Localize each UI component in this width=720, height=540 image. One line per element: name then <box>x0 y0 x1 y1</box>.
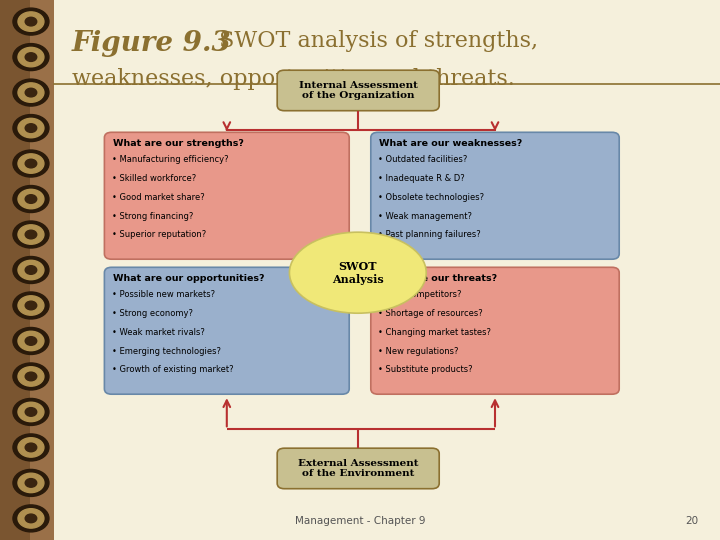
Text: Figure 9.3: Figure 9.3 <box>72 30 232 57</box>
Circle shape <box>25 408 37 416</box>
Circle shape <box>13 292 49 319</box>
Circle shape <box>13 256 49 284</box>
Circle shape <box>18 438 44 457</box>
Circle shape <box>18 12 44 31</box>
FancyBboxPatch shape <box>104 267 349 394</box>
Circle shape <box>13 434 49 461</box>
Text: Management - Chapter 9: Management - Chapter 9 <box>294 516 426 526</box>
Circle shape <box>18 473 44 492</box>
Text: • Substitute products?: • Substitute products? <box>378 366 472 375</box>
Circle shape <box>25 443 37 452</box>
Circle shape <box>25 88 37 97</box>
Text: • Weak management?: • Weak management? <box>378 212 472 221</box>
Circle shape <box>25 230 37 239</box>
Text: • Strong financing?: • Strong financing? <box>112 212 193 221</box>
Text: • Changing market tastes?: • Changing market tastes? <box>378 328 491 337</box>
Circle shape <box>18 48 44 67</box>
Bar <box>30 0 54 540</box>
Text: • New regulations?: • New regulations? <box>378 347 459 356</box>
Text: • Superior reputation?: • Superior reputation? <box>112 231 206 240</box>
Text: • Growth of existing market?: • Growth of existing market? <box>112 366 233 375</box>
Circle shape <box>13 221 49 248</box>
Circle shape <box>25 124 37 132</box>
FancyBboxPatch shape <box>371 132 619 259</box>
Circle shape <box>18 331 44 350</box>
Circle shape <box>18 190 44 209</box>
Circle shape <box>13 363 49 390</box>
Circle shape <box>18 154 44 173</box>
Text: • Good market share?: • Good market share? <box>112 193 204 202</box>
Ellipse shape <box>289 232 426 313</box>
Circle shape <box>25 195 37 204</box>
Circle shape <box>25 372 37 381</box>
Text: • Skilled workforce?: • Skilled workforce? <box>112 174 196 183</box>
FancyBboxPatch shape <box>104 132 349 259</box>
Circle shape <box>18 402 44 422</box>
Circle shape <box>18 260 44 280</box>
Text: • Shortage of resources?: • Shortage of resources? <box>378 309 482 318</box>
Circle shape <box>13 79 49 106</box>
Circle shape <box>18 296 44 315</box>
Bar <box>0 0 54 540</box>
Text: What are our threats?: What are our threats? <box>379 274 498 283</box>
Text: • Emerging technologies?: • Emerging technologies? <box>112 347 220 356</box>
Circle shape <box>25 53 37 62</box>
Circle shape <box>13 150 49 177</box>
Text: • Inadequate R & D?: • Inadequate R & D? <box>378 174 464 183</box>
Text: • Strong economy?: • Strong economy? <box>112 309 193 318</box>
Circle shape <box>13 327 49 354</box>
Text: What are our weaknesses?: What are our weaknesses? <box>379 139 523 148</box>
Circle shape <box>25 514 37 523</box>
Circle shape <box>18 83 44 102</box>
Text: • Manufacturing efficiency?: • Manufacturing efficiency? <box>112 155 228 164</box>
Circle shape <box>18 225 44 244</box>
Text: • Obsolete technologies?: • Obsolete technologies? <box>378 193 484 202</box>
Text: What are our opportunities?: What are our opportunities? <box>113 274 264 283</box>
Circle shape <box>25 301 37 310</box>
Text: • Weak market rivals?: • Weak market rivals? <box>112 328 204 337</box>
Circle shape <box>25 266 37 274</box>
Circle shape <box>25 336 37 345</box>
Circle shape <box>18 509 44 528</box>
Circle shape <box>13 44 49 71</box>
Circle shape <box>13 186 49 213</box>
FancyBboxPatch shape <box>277 70 439 111</box>
Circle shape <box>25 478 37 487</box>
Circle shape <box>18 118 44 138</box>
Circle shape <box>13 505 49 532</box>
Text: Internal Assessment
of the Organization: Internal Assessment of the Organization <box>299 81 418 100</box>
Text: • Past planning failures?: • Past planning failures? <box>378 231 481 240</box>
Text: weaknesses, opportunities,and threats.: weaknesses, opportunities,and threats. <box>72 68 515 90</box>
Circle shape <box>13 8 49 35</box>
Text: 20: 20 <box>685 516 698 526</box>
Text: SWOT analysis of strengths,: SWOT analysis of strengths, <box>212 30 539 52</box>
FancyBboxPatch shape <box>371 267 619 394</box>
Circle shape <box>13 399 49 426</box>
Text: • Possible new markets?: • Possible new markets? <box>112 290 215 299</box>
Circle shape <box>13 114 49 141</box>
Circle shape <box>18 367 44 386</box>
Text: What are our strengths?: What are our strengths? <box>113 139 244 148</box>
Text: SWOT
Analysis: SWOT Analysis <box>332 261 384 285</box>
Circle shape <box>25 159 37 168</box>
Circle shape <box>25 17 37 26</box>
Text: • Outdated facilities?: • Outdated facilities? <box>378 155 467 164</box>
Circle shape <box>13 469 49 496</box>
Text: External Assessment
of the Environment: External Assessment of the Environment <box>298 459 418 478</box>
Text: • New competitors?: • New competitors? <box>378 290 462 299</box>
FancyBboxPatch shape <box>277 448 439 489</box>
